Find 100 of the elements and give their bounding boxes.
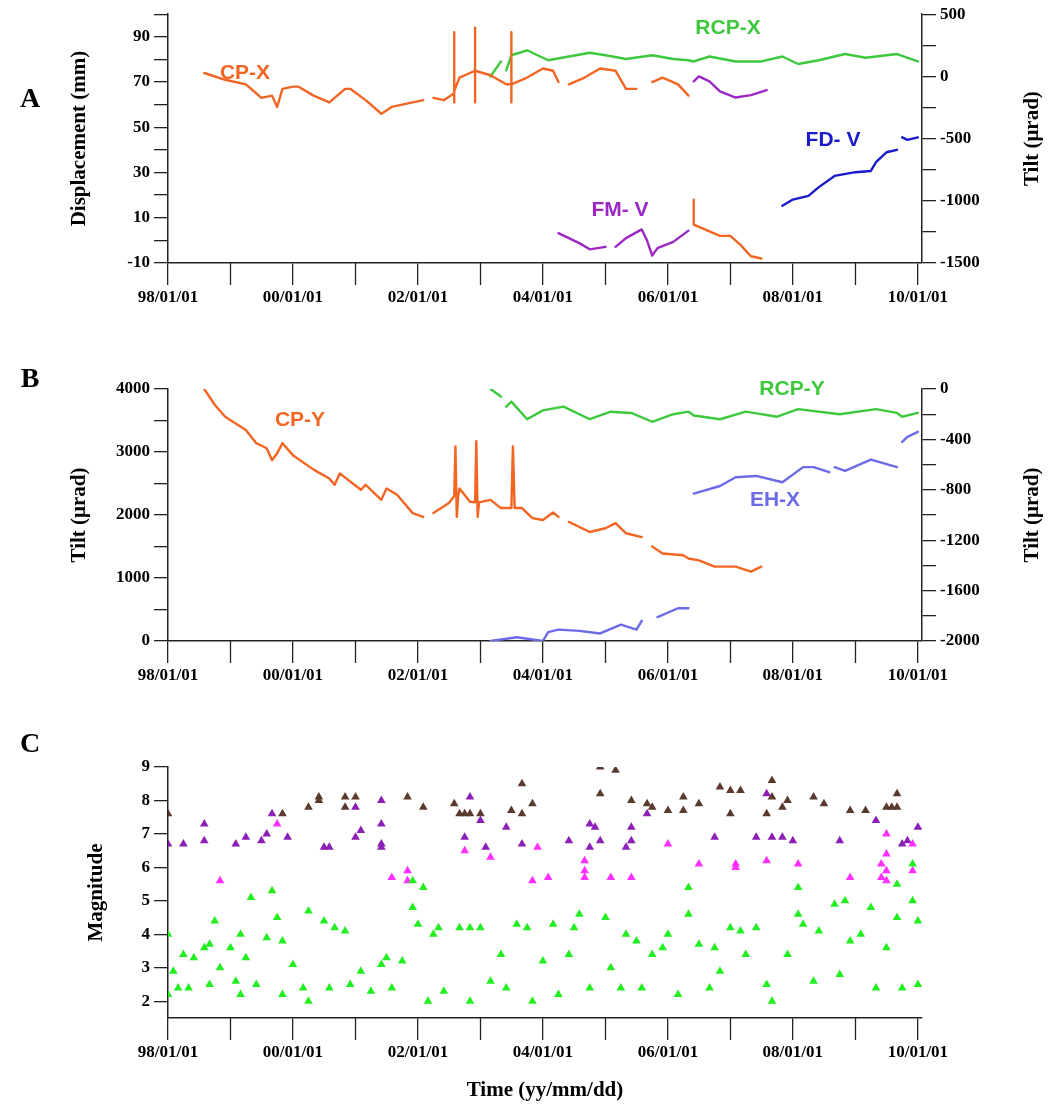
point	[767, 775, 777, 783]
y-tick-label: 6	[141, 856, 150, 876]
y-tick-label: 3000	[116, 441, 150, 461]
point	[528, 798, 537, 807]
point	[715, 782, 725, 790]
point	[528, 875, 537, 884]
point	[460, 845, 469, 854]
y-tick-label: 30	[133, 161, 150, 181]
point	[767, 792, 777, 800]
x-tick-label: 04/01/01	[512, 1041, 574, 1061]
point	[845, 872, 855, 880]
point	[835, 835, 845, 844]
y2-tick-label: -1200	[940, 529, 980, 549]
point	[241, 832, 251, 840]
x-tick-label: 02/01/01	[387, 664, 449, 684]
point	[871, 815, 881, 824]
point	[460, 832, 469, 840]
y2-tick-label: 0	[940, 378, 949, 398]
x-tick-label: 08/01/01	[762, 1041, 824, 1061]
y-tick-label: 4	[141, 923, 151, 943]
point	[215, 875, 225, 884]
point	[710, 832, 719, 840]
x-tick-label: 06/01/01	[637, 1041, 699, 1061]
point	[778, 802, 787, 810]
y-tick-label: 70	[133, 71, 150, 91]
point	[585, 842, 595, 850]
point	[590, 822, 600, 830]
point	[403, 792, 412, 800]
point	[403, 865, 412, 874]
x-tick-label: 00/01/01	[262, 664, 324, 684]
point	[762, 855, 771, 864]
point	[606, 872, 616, 880]
point	[387, 872, 397, 880]
y-tick-label: 9	[141, 756, 150, 776]
y2-tick-label: -1600	[940, 579, 980, 599]
x-tick-label: 04/01/01	[512, 286, 574, 306]
x-tick-label: 00/01/01	[262, 286, 324, 306]
y-axis-title: Magnitude	[83, 843, 108, 942]
y-tick-label: 3	[141, 957, 150, 977]
point	[876, 859, 886, 867]
point	[726, 808, 735, 817]
point	[278, 808, 287, 817]
text: A	[19, 82, 41, 114]
point	[543, 872, 553, 880]
point	[767, 832, 777, 840]
point	[694, 798, 704, 807]
y-tick-label: 8	[141, 789, 150, 809]
series-label: RCP-X	[695, 14, 761, 38]
x-tick-label: 06/01/01	[637, 664, 699, 684]
y-tick-label: 1000	[116, 567, 150, 587]
y-tick-label: 50	[133, 116, 150, 136]
y2-tick-label: 0	[940, 65, 949, 85]
chart-title: C	[19, 727, 41, 759]
y-axis-title: Displacement (mm)	[66, 50, 91, 227]
x-tick-label: 04/01/01	[512, 664, 574, 684]
x-tick-label: 98/01/01	[137, 286, 199, 306]
point	[845, 805, 855, 814]
x-tick-label: 00/01/01	[262, 1041, 324, 1061]
point	[621, 842, 631, 850]
point	[783, 795, 792, 803]
point	[199, 818, 209, 827]
x-tick-label: 98/01/01	[137, 1041, 199, 1061]
series-label: FM- V	[591, 196, 649, 220]
y2-tick-label: 500	[940, 3, 966, 23]
point	[267, 808, 277, 817]
point	[449, 798, 459, 807]
series-label: CP-Y	[274, 406, 326, 430]
point	[903, 835, 912, 844]
point	[465, 808, 475, 817]
point	[642, 808, 652, 817]
point	[679, 792, 688, 800]
y-axis-title: Tilt (μrad)	[66, 467, 91, 563]
x-tick-label: 02/01/01	[387, 1041, 449, 1061]
y2-tick-label: -1000	[940, 190, 980, 210]
point	[882, 865, 891, 874]
x-tick-label: 08/01/01	[762, 286, 824, 306]
point	[642, 798, 652, 807]
point	[356, 825, 366, 834]
point	[908, 865, 917, 874]
point	[762, 788, 771, 797]
point	[418, 802, 428, 810]
y2-tick-label: -2000	[940, 630, 980, 650]
y-tick-label: 2000	[116, 504, 150, 524]
point	[564, 835, 574, 844]
point	[377, 795, 386, 803]
y2-tick-label: -500	[940, 127, 972, 147]
point	[793, 859, 803, 867]
point	[199, 835, 209, 844]
y2-tick-label: -800	[940, 479, 972, 499]
point	[819, 798, 829, 807]
point	[626, 872, 636, 880]
y2-axis-title: Tilt (μrad)	[1019, 91, 1044, 187]
series-label: CP-X	[219, 59, 271, 83]
point	[882, 828, 891, 837]
point	[882, 849, 891, 857]
y2-axis-title: Tilt (μrad)	[1019, 467, 1044, 563]
point	[762, 808, 771, 817]
y2-tick-label: -1500	[940, 252, 980, 272]
y-tick-label: 0	[141, 630, 150, 650]
series-label: FD- V	[805, 126, 861, 150]
